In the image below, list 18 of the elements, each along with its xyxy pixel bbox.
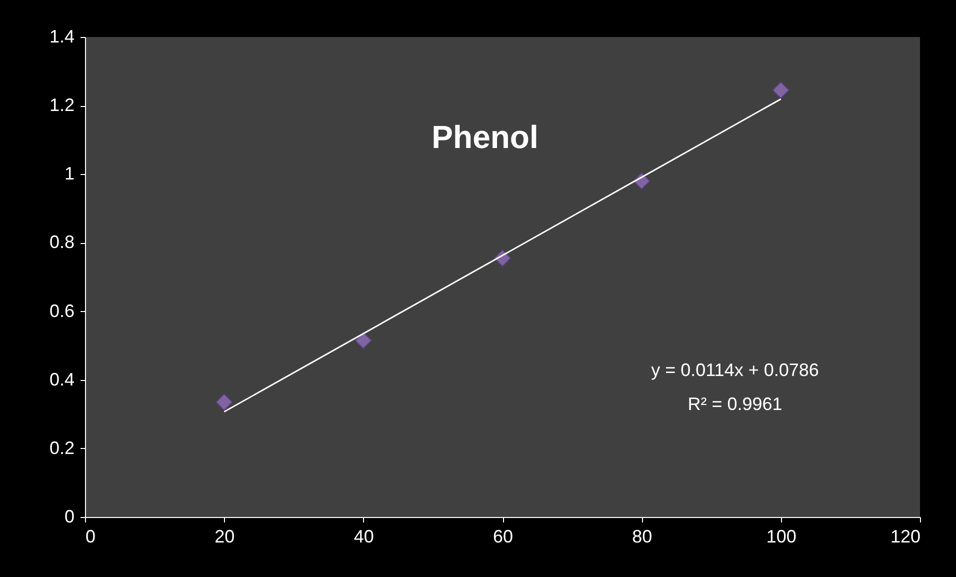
- x-tick-label: 80: [632, 526, 652, 546]
- y-tick-label: 1.2: [49, 95, 74, 116]
- x-tick-label: 20: [214, 526, 235, 546]
- y-tick-label: 0.4: [49, 369, 74, 390]
- x-tick-label: 60: [492, 526, 514, 546]
- x-tick-label: 40: [354, 526, 374, 546]
- y-tick-label: 1: [64, 164, 74, 184]
- annotation: y = 0.0114x + 0.0786: [651, 360, 819, 380]
- y-tick-label: 0.6: [49, 300, 74, 321]
- y-tick-label: 0: [64, 506, 74, 526]
- x-tick-label: 120: [890, 526, 920, 546]
- x-tick-label: 0: [86, 526, 96, 546]
- y-tick-label: 0.2: [49, 438, 74, 458]
- x-tick-label: 100: [766, 526, 796, 546]
- text: Phenol: [432, 119, 538, 155]
- y-tick-label: 1.4: [49, 26, 74, 46]
- annotation: R² = 0.9961: [688, 394, 782, 414]
- y-tick-label: 0.8: [49, 232, 74, 252]
